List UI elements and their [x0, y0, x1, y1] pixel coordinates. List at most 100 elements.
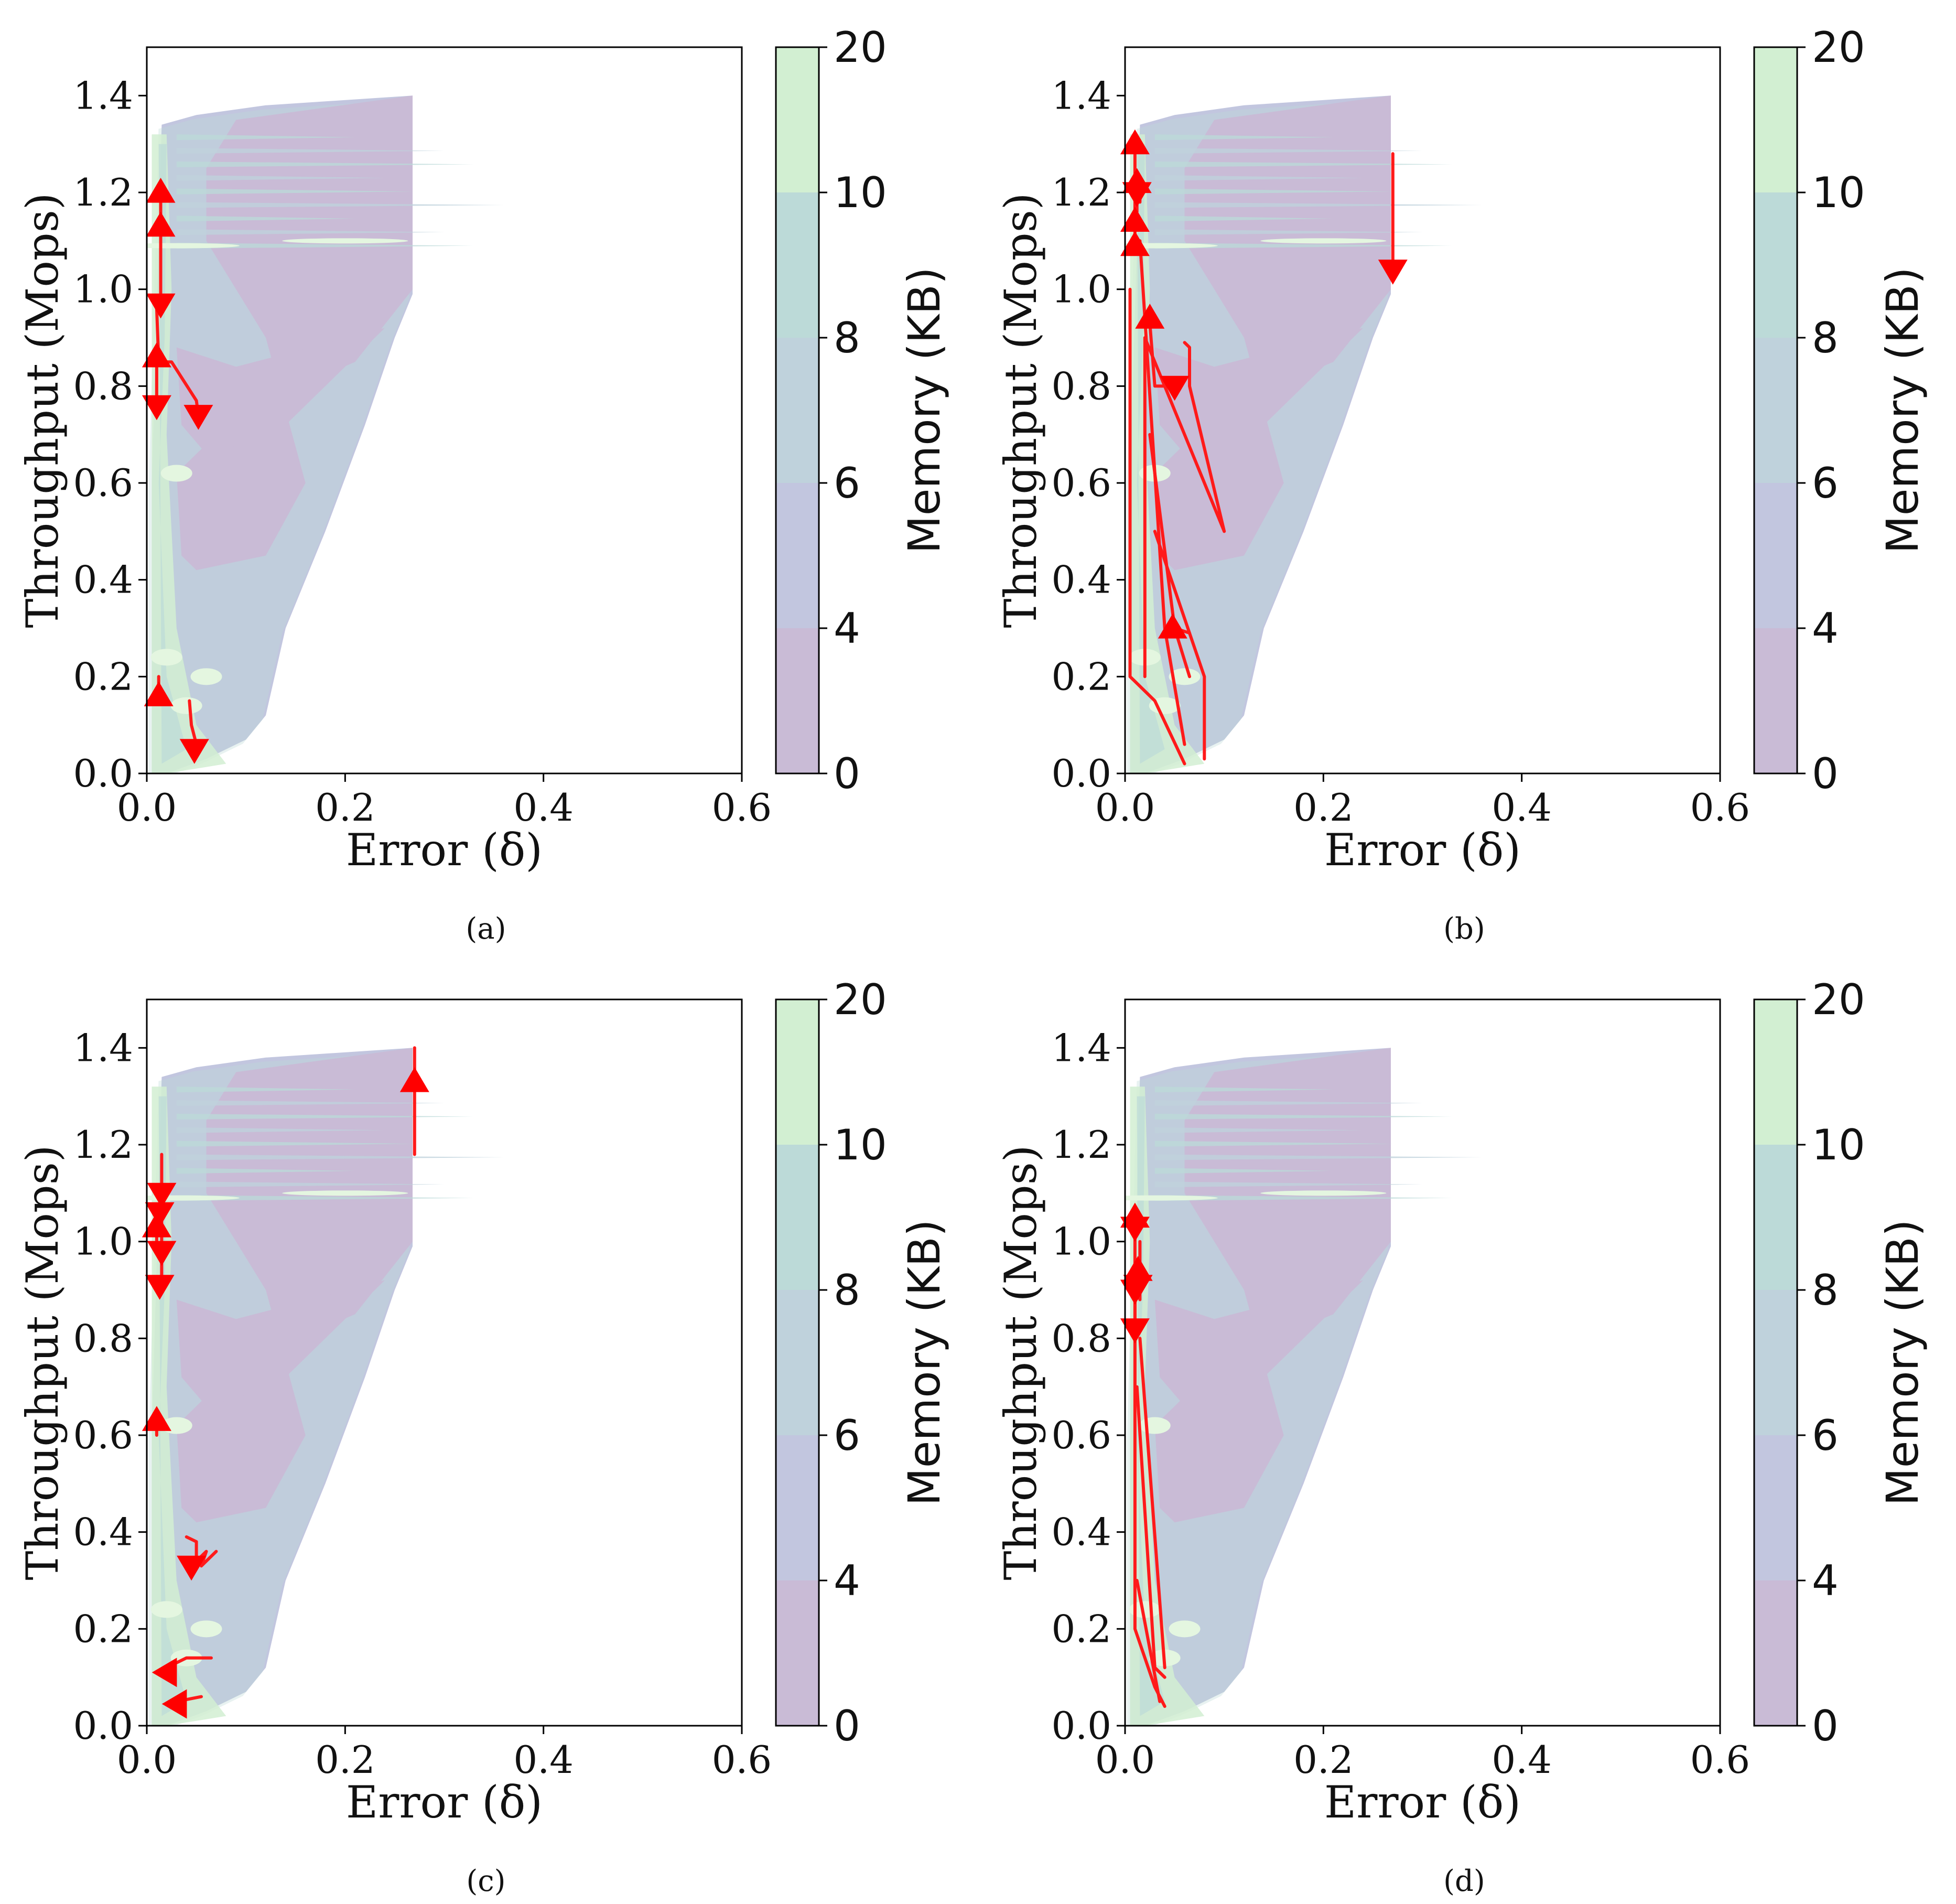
trajectory-arrow-down — [1160, 375, 1190, 401]
trajectory-group — [1120, 129, 1408, 766]
contour-highlight — [150, 1601, 182, 1618]
plot-frame — [1124, 46, 1721, 774]
trajectory-arrow-down — [147, 1182, 177, 1208]
contour-streak — [176, 1100, 445, 1106]
trajectory-segment — [1138, 1337, 1166, 1670]
contour-band-low-memory-0 — [1154, 1048, 1391, 1523]
y-axis-label: Throughput (Mops) — [995, 192, 1046, 628]
contour-group — [147, 1048, 504, 1726]
x-axis-label: Error (δ) — [346, 824, 543, 876]
trajectory-group — [142, 1046, 429, 1719]
y-tick-label: 0.6 — [1051, 461, 1111, 505]
colorbar-block — [1754, 1145, 1797, 1290]
colorbar-tick-label: 0 — [1812, 1702, 1839, 1750]
y-tick-label: 0.2 — [1051, 654, 1111, 698]
colorbar-block — [776, 483, 819, 628]
colorbar-block — [1754, 999, 1797, 1145]
trajectory-arrow-down — [177, 1555, 207, 1581]
x-tick-label: 0.4 — [513, 1738, 574, 1782]
colorbar-block — [776, 1435, 819, 1580]
colorbar-tick-label: 8 — [834, 1266, 860, 1315]
trajectory-segment — [1153, 530, 1206, 761]
contour-streak — [176, 188, 415, 195]
contour-streak — [1154, 1181, 1423, 1188]
contour-highlight — [170, 697, 202, 714]
colorbar-tick-label: 4 — [834, 1556, 860, 1605]
contour-streak — [1154, 1113, 1453, 1120]
contour-streak — [1154, 1168, 1334, 1174]
trajectory-arrow-down — [179, 739, 209, 764]
contour-streak — [176, 243, 474, 249]
contour-streak — [176, 1168, 355, 1174]
y-axis-label: Throughput (Mops) — [17, 1145, 68, 1580]
y-tick-label: 0.0 — [73, 1704, 133, 1748]
contour-streak — [1154, 1154, 1482, 1160]
contour-group — [1125, 95, 1482, 773]
colorbar-block — [1754, 628, 1797, 773]
contour-streak — [1154, 1087, 1334, 1093]
contour-panel-a: 0.0 0.2 0.4 0.6 0.8 1.0 1.2 1.4 0.0 0.2 0.4 0.6 Erro… — [0, 0, 978, 952]
colorbar-frame — [775, 46, 820, 774]
chart-a: 0.0 0.2 0.4 0.6 0.8 1.0 1.2 1.4 0.0 0.2 0.4 0.6 Erro… — [17, 23, 950, 946]
contour-streak — [176, 161, 474, 167]
x-tick-label: 0.0 — [117, 1738, 177, 1782]
plot-frame — [146, 998, 743, 1727]
contour-streak — [176, 1141, 415, 1147]
colorbar-tick-label: 4 — [1812, 1556, 1839, 1605]
y-axis-label: Throughput (Mops) — [17, 192, 68, 628]
colorbar-tick-label: 8 — [834, 314, 860, 362]
contour-band-low-memory-1 — [176, 328, 385, 454]
contour-streak — [176, 229, 445, 235]
chart-b: 0.0 0.2 0.4 0.6 0.8 1.0 1.2 1.4 0.0 0.2 0.4 0.6 Erro… — [995, 23, 1928, 946]
y-tick-label: 0.0 — [1051, 1704, 1111, 1748]
plot-frame — [146, 46, 743, 774]
x-tick-label: 0.4 — [513, 786, 574, 830]
colorbar-tick-label: 20 — [1812, 975, 1865, 1024]
trajectory-arrow-down — [1120, 1217, 1150, 1242]
contour-highlight — [282, 1190, 408, 1196]
y-tick-label: 0.2 — [73, 654, 133, 698]
y-tick-label: 0.8 — [1051, 364, 1111, 408]
contour-band-low-memory-1 — [1154, 1280, 1363, 1406]
contour-panel-d: 0.0 0.2 0.4 0.6 0.8 1.0 1.2 1.4 0.0 0.2 0.4 0.6 Erro… — [978, 952, 1956, 1904]
contour-band-low-memory-1 — [176, 1280, 385, 1406]
contour-streak — [1154, 229, 1423, 235]
trajectory-arrow-up — [1120, 129, 1150, 155]
colorbar-tick-label: 6 — [834, 459, 860, 508]
contour-streak — [176, 1154, 504, 1160]
colorbar-block — [776, 192, 819, 338]
colorbar-tick-label: 8 — [1812, 1266, 1839, 1315]
y-tick-label: 0.6 — [73, 1413, 133, 1457]
contour-streak — [176, 175, 385, 181]
contour-band-mid — [1137, 144, 1165, 764]
trajectory-segment — [1143, 336, 1226, 679]
contour-streak — [176, 1087, 355, 1093]
plot-frame — [1124, 998, 1721, 1727]
colorbar-label: Memory (KB) — [1877, 1219, 1928, 1506]
colorbar-tick-label: 10 — [1812, 168, 1865, 217]
colorbar-block — [776, 1580, 819, 1726]
y-tick-label: 1.4 — [73, 1026, 133, 1070]
x-tick-label: 0.6 — [1690, 1738, 1750, 1782]
x-tick-label: 0.6 — [712, 786, 772, 830]
y-tick-label: 1.2 — [73, 1123, 133, 1167]
trajectory-arrow-down — [1120, 1318, 1150, 1343]
trajectory-arrow-left — [152, 1658, 177, 1687]
colorbar-block — [776, 1290, 819, 1435]
trajectory-segment — [1128, 287, 1186, 766]
contour-highlight — [1169, 668, 1201, 685]
trajectory-arrow-down — [1378, 260, 1408, 285]
subfigure-caption: (d) — [1443, 1864, 1485, 1898]
trajectory-arrow-up — [1158, 614, 1187, 639]
trajectory-arrow-up — [1120, 207, 1150, 232]
trajectory-arrow-down — [1120, 1279, 1150, 1305]
contour-highlight — [1139, 1417, 1171, 1434]
contour-band-mid — [1137, 1096, 1165, 1716]
y-tick-label: 1.4 — [1051, 1026, 1111, 1070]
contour-highlight — [190, 668, 222, 685]
x-tick-label: 0.4 — [1492, 1738, 1552, 1782]
y-tick-label: 0.8 — [73, 364, 133, 408]
x-axis-label: Error (δ) — [346, 1777, 543, 1828]
colorbar-tick-label: 10 — [834, 168, 887, 217]
colorbar-tick-label: 0 — [1812, 749, 1839, 798]
